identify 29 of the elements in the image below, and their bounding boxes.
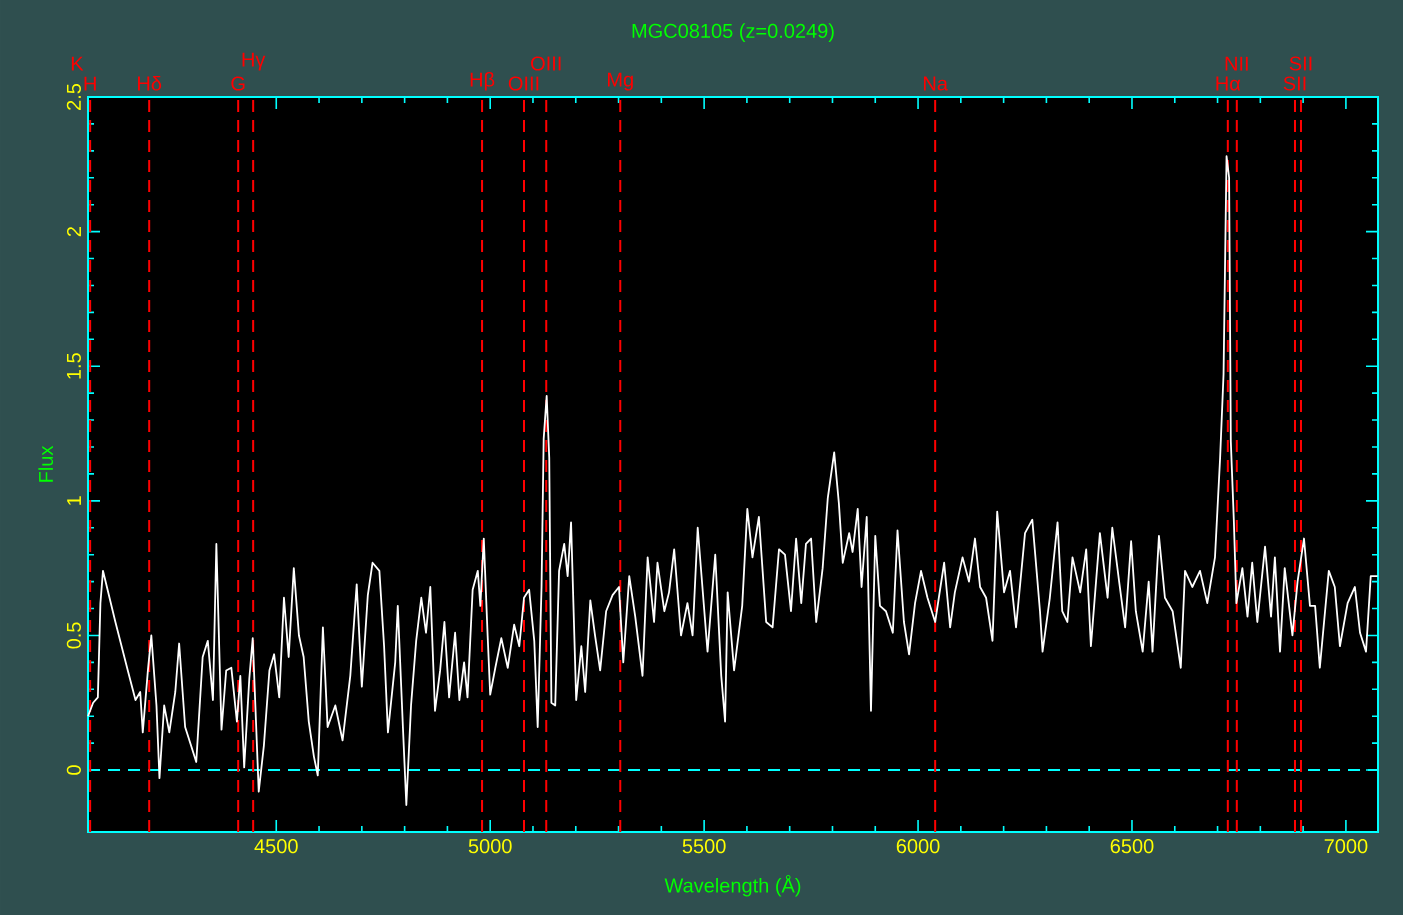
x-tick-label: 4500 [254,839,298,854]
y-tick-label: 2 [66,227,81,237]
ref-line-label: OIII [531,56,561,71]
ref-line-label: Hδ [138,75,162,91]
ref-line-label: Mg [608,72,633,91]
ref-line-label: G [231,76,245,91]
ref-line-label: SII [1283,76,1306,91]
x-tick-label: 6500 [1110,839,1154,854]
text: K [71,56,84,71]
y-tick-label: 0 [66,765,81,775]
y-tick-label: 2.5 [66,83,81,110]
ref-line-label: SII [1289,56,1312,71]
ref-line-label: OIII [508,76,539,91]
ref-line-label: NII [1225,56,1248,71]
x-tick-label: 7000 [1324,839,1368,854]
chart-title: MGC08105 (z=0.0249) [632,23,834,42]
x-tick-label: 6000 [896,839,940,854]
ref-line-label: Hα [1216,76,1241,91]
y-axis-title: Flux [38,445,54,482]
y-tick-label: 1 [67,496,81,505]
x-axis-title: Wavelength (Å) [664,874,801,897]
y-tick-label: 1.5 [66,353,81,379]
x-tick-label: 5000 [468,839,512,854]
ref-line-label: H [84,76,96,91]
ref-line-label: Hβ [470,71,495,91]
y-tick-label: 0.5 [66,622,81,649]
x-tick-label: 5500 [682,839,726,854]
ref-line-label: Na [924,76,948,91]
ref-line-label: Hγ [242,52,266,71]
